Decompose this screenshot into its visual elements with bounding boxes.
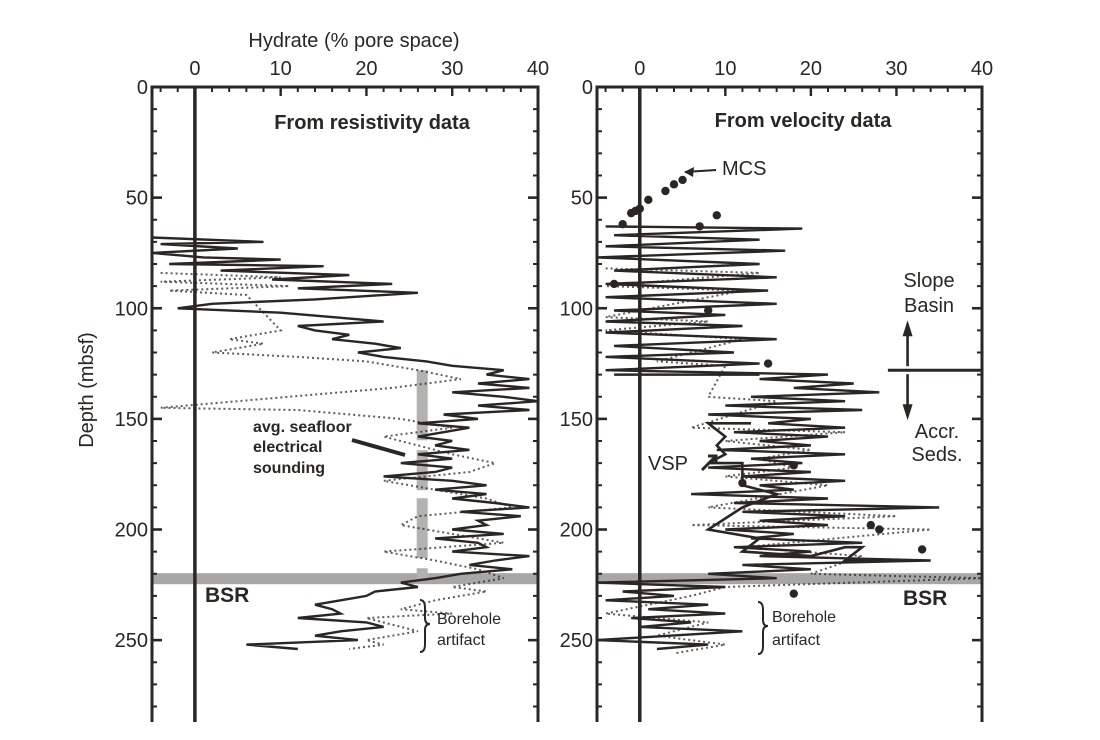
velocity-solid-curve (596, 225, 940, 651)
mcs-marker (763, 359, 773, 368)
bsr-band (597, 573, 982, 585)
mcs-marker (618, 219, 627, 229)
sounding-label-line2: electrical (253, 439, 322, 456)
vsp-curve (704, 421, 914, 562)
vsp-label: VSP (648, 453, 688, 475)
mcs-marker (704, 306, 713, 315)
x-tick-label: 10 (270, 58, 292, 80)
mcs-marker (609, 279, 619, 289)
accr-seds-label-line1: Accr. (915, 421, 959, 443)
x-tick-label: 40 (527, 58, 549, 80)
y-tick-label: 0 (137, 77, 148, 99)
y-tick-label: 150 (115, 409, 148, 431)
slope-basin-label-line1: Slope (903, 270, 954, 292)
x-tick-label: 0 (189, 58, 200, 80)
right-artifact-brace-icon (757, 601, 769, 655)
y-tick-label: 200 (115, 520, 148, 542)
mcs-marker (695, 222, 704, 231)
x-tick-label: 10 (714, 58, 736, 80)
sounding-label-line3: sounding (253, 460, 325, 477)
mcs-label: MCS (722, 158, 766, 180)
right-artifact-label-line2: artifact (772, 632, 821, 649)
chart-marks: 0 10 20 30 40 0 50 100 150 200 250 0 10 20 30 40 0 50 100 1… (115, 58, 993, 722)
y-tick-label: 50 (571, 188, 593, 210)
x-axis-title: Hydrate (% pore space) (248, 30, 459, 52)
x-tick-label: 30 (885, 58, 907, 80)
x-tick-label: 40 (971, 58, 993, 80)
arrow-down-icon (902, 404, 913, 421)
mcs-marker (738, 478, 747, 488)
y-tick-label: 50 (126, 188, 148, 210)
left-panel-title: From resistivity data (274, 112, 471, 134)
x-tick-label: 30 (441, 58, 463, 80)
right-artifact-label-line1: Borehole (772, 609, 836, 626)
sounding-label-line1: avg. seafloor (253, 419, 352, 436)
x-tick-label: 20 (800, 58, 822, 80)
mcs-marker (875, 525, 884, 534)
right-panel-title: From velocity data (715, 110, 893, 132)
bsr-band (152, 573, 538, 585)
vsp-pointer-arrow-icon (700, 454, 718, 472)
mcs-marker (669, 180, 679, 189)
mcs-marker (789, 461, 798, 470)
mcs-marker (866, 520, 875, 530)
axes-frame (595, 85, 984, 722)
mcs-marker (644, 195, 653, 205)
arrow-up-icon (902, 320, 913, 337)
mcs-marker (661, 186, 670, 196)
left-artifact-brace-icon (419, 599, 431, 653)
y-tick-label: 0 (582, 77, 593, 99)
left-artifact-label-line2: artifact (437, 632, 486, 649)
y-tick-label: 150 (560, 409, 593, 431)
mcs-marker (712, 211, 721, 220)
mcs-marker (917, 545, 927, 554)
y-tick-label: 100 (560, 298, 593, 320)
hydrate-solid-curve (151, 236, 539, 651)
y-tick-label: 250 (560, 630, 593, 652)
mcs-marker (678, 175, 687, 185)
sounding-pointer-arrow (351, 438, 406, 457)
y-tick-label: 200 (560, 520, 593, 542)
y-tick-label: 100 (115, 298, 148, 320)
mcs-arrowhead-icon (684, 167, 694, 177)
left-bsr-label: BSR (205, 584, 249, 607)
x-tick-label: 20 (355, 58, 377, 80)
x-tick-label: 0 (634, 58, 645, 80)
panel-right: 0 10 20 30 40 0 50 100 150 200 250 (560, 58, 993, 722)
accr-seds-label-line2: Seds. (911, 444, 962, 466)
panel-left: 0 10 20 30 40 0 50 100 150 200 250 (115, 58, 549, 722)
slope-basin-label-line2: Basin (904, 295, 954, 317)
mcs-marker (789, 589, 798, 598)
left-artifact-label-line1: Borehole (437, 611, 501, 628)
y-axis-title: Depth (mbsf) (76, 332, 98, 448)
right-bsr-label: BSR (903, 587, 947, 610)
y-tick-label: 250 (115, 630, 148, 652)
axes-frame (150, 85, 540, 722)
